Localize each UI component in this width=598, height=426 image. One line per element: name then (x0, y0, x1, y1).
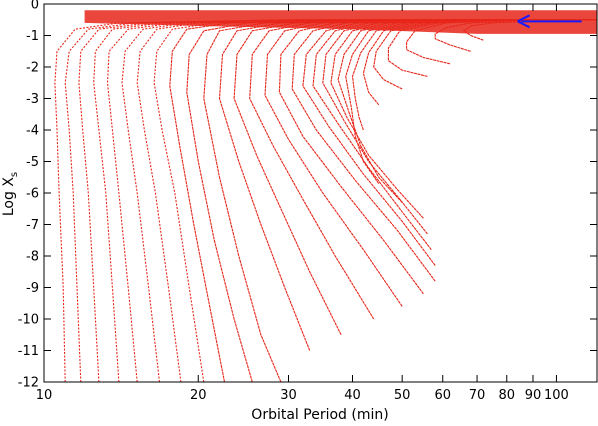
x-tick-label: 100 (544, 388, 569, 403)
x-axis-title: Orbital Period (min) (251, 407, 388, 423)
y-tick-label: 0 (31, 0, 39, 13)
y-tick-label: -5 (26, 155, 39, 170)
y-tick-label: -11 (18, 344, 39, 359)
y-tick-label: -9 (26, 281, 39, 296)
plot-area (54, 10, 598, 382)
x-tick-label: 90 (525, 388, 542, 403)
evolution-track-16 (278, 19, 597, 295)
y-axis-title-subscript: s (9, 172, 20, 177)
evolution-track-5 (106, 19, 597, 382)
x-axis: 10 20 30 40 50 60 70 80 90 100 (36, 4, 569, 403)
x-tick-label: 10 (36, 388, 53, 403)
x-tick-label: 30 (280, 388, 297, 403)
y-tick-label: -8 (26, 250, 39, 265)
y-axis: 0 -1 -2 -3 -4 -5 -6 -7 -8 -9 -10 -11 -12 (18, 0, 597, 391)
period-bounce-band (84, 10, 598, 34)
x-tick-label: 70 (469, 388, 486, 403)
evolution-track-8 (153, 19, 597, 382)
direction-arrow (517, 14, 582, 29)
x-tick-label: 80 (498, 388, 515, 403)
y-tick-label: -12 (18, 376, 39, 391)
y-tick-label: -7 (26, 218, 39, 233)
x-tick-label: 50 (394, 388, 411, 403)
x-tick-label: 60 (434, 388, 451, 403)
x-tick-label: 20 (190, 388, 207, 403)
evolution-track-27 (387, 19, 597, 77)
evolution-track-1 (54, 19, 597, 382)
y-axis-title-main: Log X (1, 177, 17, 216)
y-tick-label: -6 (26, 187, 39, 202)
y-tick-label: -2 (26, 61, 39, 76)
x-tick-label: 40 (344, 388, 361, 403)
y-tick-label: -10 (18, 313, 39, 328)
y-tick-label: -1 (26, 29, 39, 44)
evolution-track-15 (264, 19, 597, 307)
y-tick-label: -3 (26, 92, 39, 107)
arrow-head (517, 14, 531, 29)
series-layer (54, 10, 598, 382)
y-axis-title: Log Xs (1, 172, 20, 216)
y-tick-label: -4 (26, 124, 39, 139)
